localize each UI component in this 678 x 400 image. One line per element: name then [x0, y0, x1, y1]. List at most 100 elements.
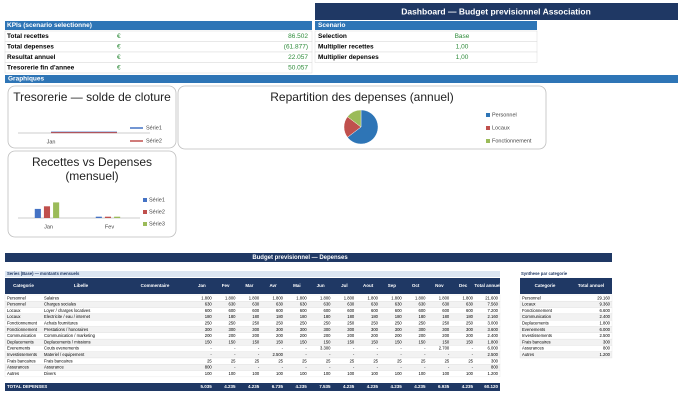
cell-month: 1.800	[439, 295, 450, 300]
cell-total: 300	[491, 358, 499, 363]
budget-row	[4, 370, 501, 378]
cell-month: 630	[300, 302, 308, 307]
cell-month: 200	[419, 333, 427, 338]
legend-label: Personnel	[492, 112, 517, 118]
total-row	[5, 383, 500, 391]
cell-month: 600	[347, 308, 355, 313]
cell-month: 250	[466, 320, 474, 325]
cell-month: 180	[229, 314, 237, 319]
cell-month: -	[234, 346, 236, 351]
legend-label: Fonctionnement	[492, 138, 532, 144]
scenario-label: Multiplier depenses	[318, 54, 379, 61]
cell-month: 100	[324, 371, 332, 376]
cell-month: -	[353, 352, 355, 357]
dashboard-title: Dashboard — Budget previsionnel Associat…	[401, 6, 591, 16]
kpi-currency: €	[117, 44, 121, 51]
cell-month: 200	[252, 333, 260, 338]
cell-total: 6.000	[488, 346, 499, 351]
cell-month: -	[258, 346, 260, 351]
cell-month: 600	[252, 308, 260, 313]
cell-month: -	[377, 365, 379, 370]
cell-month: 600	[395, 308, 403, 313]
summary-category: Investissements	[522, 333, 552, 338]
cell-month: -	[472, 365, 474, 370]
cell-month: 250	[252, 320, 260, 325]
cell-month: 600	[276, 308, 284, 313]
cell-total: 1.800	[488, 339, 499, 344]
cell-month: 1.800	[415, 295, 426, 300]
cell-month: 25	[373, 358, 378, 363]
kpi-value: 22.057	[288, 54, 308, 61]
cell-total: 7.560	[488, 302, 499, 307]
cell-month: 250	[276, 320, 284, 325]
cell-category: Communication	[7, 333, 37, 338]
cell-month: 150	[205, 339, 213, 344]
cell-category: Evenements	[7, 346, 30, 351]
chart-title: Tresorerie — solde de cloture	[13, 90, 171, 104]
x-tick-label: Jan	[47, 139, 56, 145]
kpi-value: 50.057	[288, 65, 308, 72]
cell-month: -	[472, 346, 474, 351]
scenario-header	[315, 21, 537, 30]
scenario-label: Selection	[318, 33, 347, 40]
cell-month: 300	[442, 327, 450, 332]
cell-category: Frais bancaires	[7, 358, 36, 363]
cell-month: -	[424, 352, 426, 357]
summary-total: 9.360	[600, 302, 611, 307]
cell-month: 200	[371, 333, 379, 338]
cell-month: 25	[421, 358, 426, 363]
summary-category: Evenements	[522, 327, 545, 332]
cell-month: 100	[252, 371, 260, 376]
cell-label: Salaires	[44, 295, 59, 300]
summary-row	[519, 351, 613, 359]
total-month: 5.035	[200, 384, 212, 389]
cell-total: 2.400	[488, 333, 499, 338]
bar	[114, 216, 121, 218]
cell-total: 800	[491, 365, 499, 370]
summary-header-row	[520, 278, 612, 294]
summary-category: Frais bancaires	[522, 339, 551, 344]
pie-slice	[347, 109, 362, 128]
budget-row	[4, 345, 501, 352]
cell-month: 630	[252, 302, 260, 307]
cell-month: 200	[229, 333, 237, 338]
scenario-title: Scenario	[318, 22, 345, 29]
cell-month: 630	[371, 302, 379, 307]
cell-label: Couts evenements	[44, 346, 79, 351]
cell-month: 300	[205, 327, 213, 332]
cell-month: 100	[205, 371, 213, 376]
legend-swatch	[143, 222, 147, 226]
cell-month: 300	[371, 327, 379, 332]
cell-total: 3.000	[488, 320, 499, 325]
total-month: 4.235	[295, 384, 307, 389]
cell-month: 300	[395, 327, 403, 332]
cell-label: Communication / marketing	[44, 333, 96, 338]
kpi-label: Tresorerie fin d'annee	[7, 65, 75, 72]
legend-label: Série2	[149, 209, 165, 215]
cell-month: 150	[276, 339, 284, 344]
kpi-row	[4, 62, 313, 74]
cell-month: -	[258, 365, 260, 370]
cell-month: -	[353, 346, 355, 351]
scenario-label: Multiplier recettes	[318, 44, 374, 51]
column-header: Aout	[363, 283, 374, 288]
section-bar	[5, 75, 678, 83]
cell-month: 25	[326, 358, 331, 363]
cell-month: 2.500	[273, 352, 284, 357]
cell-label: Frais bancaires	[44, 358, 73, 363]
cell-month: 200	[395, 333, 403, 338]
cell-month: 630	[466, 302, 474, 307]
total-month: 4.235	[367, 384, 379, 389]
kpi-currency: €	[117, 54, 121, 61]
cell-month: 200	[300, 333, 308, 338]
summary-total: 6.600	[600, 308, 611, 313]
legend-label: Série3	[149, 221, 165, 227]
cell-month: 630	[442, 302, 450, 307]
cell-month: 1.800	[344, 295, 355, 300]
cell-month: 600	[419, 308, 427, 313]
cell-month: 630	[324, 302, 332, 307]
cell-label: Divers	[44, 371, 56, 376]
cell-month: 300	[252, 327, 260, 332]
cell-month: 600	[466, 308, 474, 313]
cell-total: 3.600	[488, 327, 499, 332]
